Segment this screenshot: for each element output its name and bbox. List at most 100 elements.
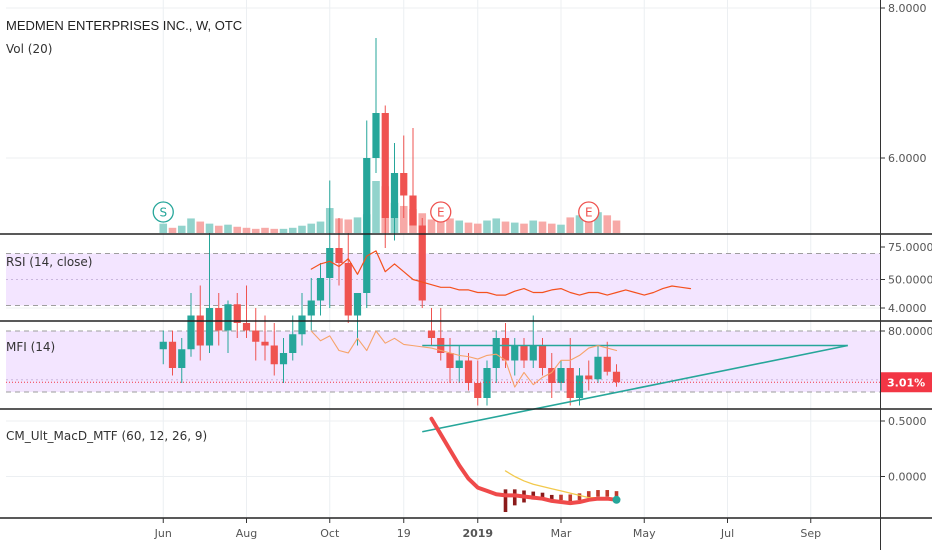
candle[interactable]	[326, 248, 334, 278]
macd-histogram-bar	[596, 490, 600, 497]
volume-bar	[196, 221, 205, 233]
trendlines[interactable]	[6, 344, 880, 433]
candle[interactable]	[483, 368, 491, 398]
candle[interactable]	[585, 375, 593, 380]
candle[interactable]	[427, 330, 436, 339]
candle[interactable]	[196, 315, 204, 346]
candle[interactable]	[418, 225, 426, 301]
volume-bar	[427, 219, 436, 233]
axes: 8.00006.00004.000075.000050.000080.00004…	[154, 2, 932, 540]
macd-histogram-bar	[586, 491, 591, 498]
volume-bar	[538, 221, 547, 233]
volume-bar	[455, 220, 464, 233]
volume-bar	[520, 223, 528, 233]
candle[interactable]	[612, 371, 621, 383]
macd-histogram-bar	[605, 490, 610, 497]
volume-bar	[557, 224, 565, 233]
candle[interactable]	[205, 308, 214, 346]
macd-histogram-bar	[540, 492, 545, 500]
volume-bar	[316, 221, 325, 233]
candle[interactable]	[270, 345, 278, 365]
candle[interactable]	[446, 353, 454, 368]
volume-bar	[168, 227, 177, 233]
indicator-bands	[6, 253, 880, 393]
candle[interactable]	[307, 300, 315, 316]
volume-bar	[251, 228, 260, 233]
volume-bar	[344, 219, 353, 233]
event-marker-e[interactable]	[578, 201, 600, 223]
candle[interactable]	[187, 315, 195, 350]
candle[interactable]	[298, 315, 306, 335]
candle[interactable]	[289, 334, 297, 353]
indicator-lines	[310, 250, 692, 513]
volume-bar	[307, 223, 316, 233]
volume-bar	[233, 226, 242, 233]
candle[interactable]	[520, 345, 528, 361]
event-marker-s[interactable]	[152, 201, 174, 223]
candle[interactable]	[224, 304, 232, 331]
trendline[interactable]	[422, 344, 848, 433]
candle[interactable]	[566, 368, 574, 398]
candle[interactable]	[233, 304, 241, 323]
candle[interactable]	[400, 173, 408, 196]
x-tick-label: 19	[397, 527, 411, 540]
candle[interactable]	[603, 356, 611, 372]
volume-bar	[270, 228, 279, 233]
candle[interactable]	[178, 349, 186, 368]
candle[interactable]	[242, 323, 251, 331]
candle[interactable]	[159, 341, 167, 350]
candle[interactable]	[363, 158, 371, 293]
candle[interactable]	[529, 345, 537, 361]
candle[interactable]	[215, 308, 223, 331]
candle[interactable]	[390, 173, 399, 218]
candle[interactable]	[252, 330, 260, 342]
candle[interactable]	[575, 375, 584, 399]
volume-bar	[436, 221, 445, 233]
volume-bar	[464, 222, 473, 233]
candle[interactable]	[261, 341, 269, 346]
x-tick-label: Sep	[800, 527, 821, 540]
candle[interactable]	[353, 293, 362, 316]
candle[interactable]	[381, 113, 389, 218]
macd-histogram-bar	[568, 494, 573, 502]
candle[interactable]	[464, 360, 473, 384]
mfi-title: MFI (14)	[6, 340, 55, 354]
price-tick-label: 4.0000	[888, 302, 927, 315]
volume-bar	[612, 220, 621, 233]
candle[interactable]	[557, 368, 565, 383]
candle[interactable]	[344, 263, 352, 316]
candle[interactable]	[501, 338, 510, 361]
x-tick-label: Jun	[154, 527, 172, 540]
rsi-line	[310, 250, 692, 296]
event-marker-e[interactable]	[430, 201, 452, 223]
candle[interactable]	[492, 338, 500, 368]
candle[interactable]	[455, 360, 463, 369]
candle[interactable]	[548, 368, 556, 383]
volume-bar	[510, 222, 519, 233]
last-price-badge	[881, 372, 932, 393]
volume-bar	[298, 225, 306, 233]
macd-histogram-bar	[549, 494, 554, 501]
candle[interactable]	[511, 345, 519, 361]
volume-bar	[353, 217, 362, 233]
candlesticks[interactable]	[159, 38, 621, 406]
macd-histogram-bar	[559, 494, 563, 501]
candle[interactable]	[594, 356, 602, 380]
candle[interactable]	[372, 113, 380, 158]
candle[interactable]	[474, 383, 482, 398]
candle[interactable]	[538, 345, 547, 369]
event-marker-letter: E	[437, 206, 445, 220]
candle[interactable]	[316, 278, 325, 301]
chart-title: MEDMEN ENTERPRISES INC., W, OTC	[6, 18, 242, 33]
volume-bar	[584, 218, 593, 233]
volume-bar	[372, 181, 380, 233]
volume-bar	[529, 220, 538, 233]
candle[interactable]	[409, 195, 417, 226]
volume-bar	[547, 223, 556, 233]
candle[interactable]	[335, 248, 343, 263]
rsi-title: RSI (14, close)	[6, 255, 92, 269]
candle[interactable]	[279, 353, 288, 365]
candle[interactable]	[168, 341, 177, 368]
